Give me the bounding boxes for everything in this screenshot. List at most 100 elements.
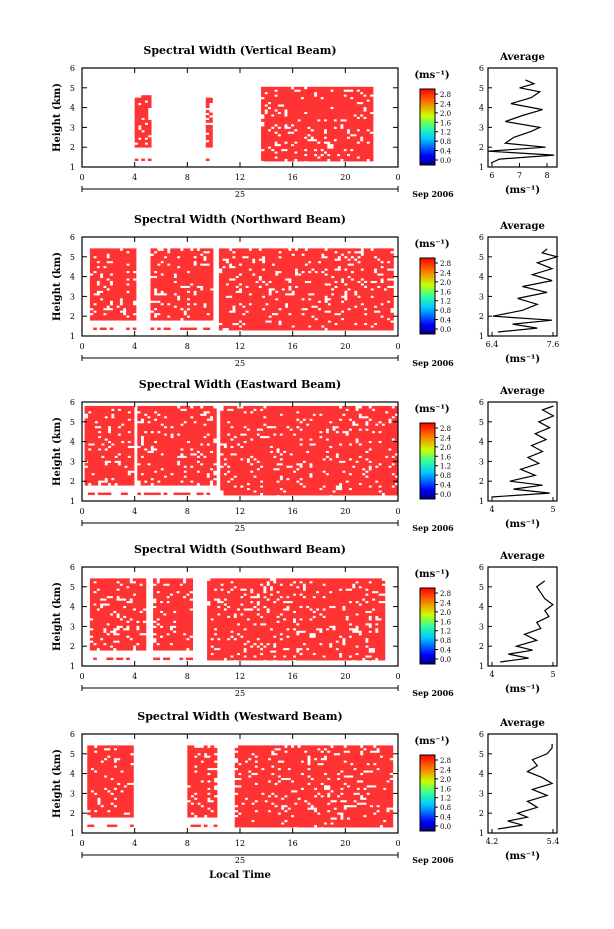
- heatmap-cell: [230, 418, 234, 422]
- heatmap-cell: [218, 300, 223, 304]
- heatmap-cell: [376, 312, 381, 316]
- heatmap-cell: [129, 253, 134, 257]
- heatmap-cell: [291, 258, 296, 262]
- heatmap-cell: [160, 455, 165, 459]
- heatmap-cell: [196, 408, 201, 412]
- heatmap-cell: [344, 305, 348, 309]
- heatmap-cell: [390, 280, 394, 284]
- heatmap-cell: [291, 273, 296, 277]
- heatmap-cell: [360, 270, 365, 274]
- heatmap-cell: [236, 435, 241, 439]
- heatmap-cell: [349, 151, 354, 155]
- heatmap-cell: [255, 273, 259, 277]
- heatmap-cell: [270, 96, 275, 100]
- heatmap-cell: [353, 101, 357, 105]
- heatmap-cell: [213, 435, 217, 439]
- heatmap-cell: [183, 425, 188, 429]
- heatmap-cell: [320, 114, 325, 117]
- heatmap-cell: [313, 143, 318, 147]
- heatmap-cell: [370, 327, 375, 331]
- heatmap-cell: [333, 96, 338, 100]
- heatmap-cell: [137, 440, 141, 444]
- heatmap-cell: [314, 295, 319, 299]
- heatmap-cell: [320, 290, 325, 294]
- heatmap-cell: [386, 275, 391, 279]
- heatmap-cell: [334, 260, 338, 264]
- heatmap-cell: [287, 86, 292, 90]
- heatmap-cell: [189, 253, 194, 257]
- heatmap-cell: [157, 467, 161, 471]
- heatmap-cell: [340, 265, 345, 269]
- heatmap-cell: [265, 317, 269, 321]
- heatmap-cell: [258, 265, 263, 269]
- heatmap-cell: [93, 263, 97, 267]
- heatmap-cell: [153, 285, 158, 289]
- heatmap-cell: [206, 248, 211, 252]
- heatmap-cell: [230, 410, 234, 414]
- heatmap-cell: [246, 445, 251, 449]
- heatmap-cell: [199, 465, 204, 469]
- heatmap-cell: [336, 151, 341, 155]
- heatmap-cell: [383, 285, 388, 289]
- heatmap-cell: [235, 325, 240, 328]
- heatmap-cell: [186, 433, 191, 437]
- heatmap-cell: [166, 265, 171, 269]
- heatmap-cell: [186, 415, 191, 419]
- heatmap-cell: [213, 428, 217, 432]
- heatmap-cell: [324, 263, 328, 267]
- heatmap-cell: [363, 151, 367, 155]
- heatmap-cell: [213, 430, 217, 434]
- heatmap-cell: [176, 263, 181, 267]
- heatmap-cell: [153, 297, 158, 301]
- heatmap-cell: [367, 317, 371, 321]
- heatmap-cell: [106, 268, 111, 272]
- heatmap-cell: [173, 302, 178, 306]
- heatmap-cell: [356, 143, 361, 147]
- heatmap-cell: [124, 430, 128, 434]
- heatmap-cell: [112, 305, 117, 309]
- heatmap-cell: [160, 435, 165, 439]
- heatmap-cell: [336, 126, 341, 130]
- heatmap-cell: [101, 415, 105, 419]
- heatmap-cell: [307, 116, 311, 120]
- heatmap-cell: [271, 320, 276, 324]
- heatmap-cell: [363, 121, 367, 125]
- heatmap-cell: [186, 265, 191, 269]
- heatmap-cell: [236, 467, 241, 471]
- heatmap-cell: [307, 156, 311, 159]
- heatmap-cell: [238, 275, 243, 279]
- heatmap-cell: [112, 295, 117, 299]
- heatmap-cell: [130, 410, 135, 414]
- heatmap-cell: [280, 91, 285, 95]
- heatmap-cell: [196, 253, 201, 257]
- heatmap-cell: [340, 260, 345, 264]
- heatmap-cell: [304, 275, 309, 279]
- heatmap-cell: [288, 300, 292, 304]
- heatmap-cell: [353, 283, 358, 286]
- heatmap-cell: [350, 322, 355, 326]
- heatmap-cell: [94, 482, 99, 486]
- heatmap-cell: [206, 327, 211, 331]
- heatmap-cell: [160, 460, 165, 464]
- heatmap-cell: [291, 322, 296, 326]
- heatmap-cell: [294, 253, 299, 257]
- heatmap-cell: [186, 465, 191, 469]
- heatmap-cell: [267, 141, 272, 145]
- heatmap-cell: [249, 482, 254, 486]
- heatmap-cell: [383, 260, 388, 264]
- heatmap-cell: [117, 465, 122, 469]
- heatmap-cell: [120, 457, 125, 461]
- heatmap-cell: [327, 270, 332, 274]
- heatmap-cell: [176, 435, 181, 439]
- heatmap-cell: [189, 250, 194, 254]
- heatmap-cell: [268, 285, 272, 289]
- heatmap-cell: [160, 408, 165, 412]
- heatmap-cell: [249, 420, 254, 424]
- heatmap-cell: [129, 258, 134, 262]
- heatmap-cell: [349, 116, 354, 120]
- heatmap-cell: [290, 128, 295, 132]
- heatmap-cell: [294, 297, 299, 301]
- heatmap-cell: [323, 126, 328, 130]
- heatmap-cell: [89, 253, 94, 257]
- heatmap-cell: [274, 114, 278, 117]
